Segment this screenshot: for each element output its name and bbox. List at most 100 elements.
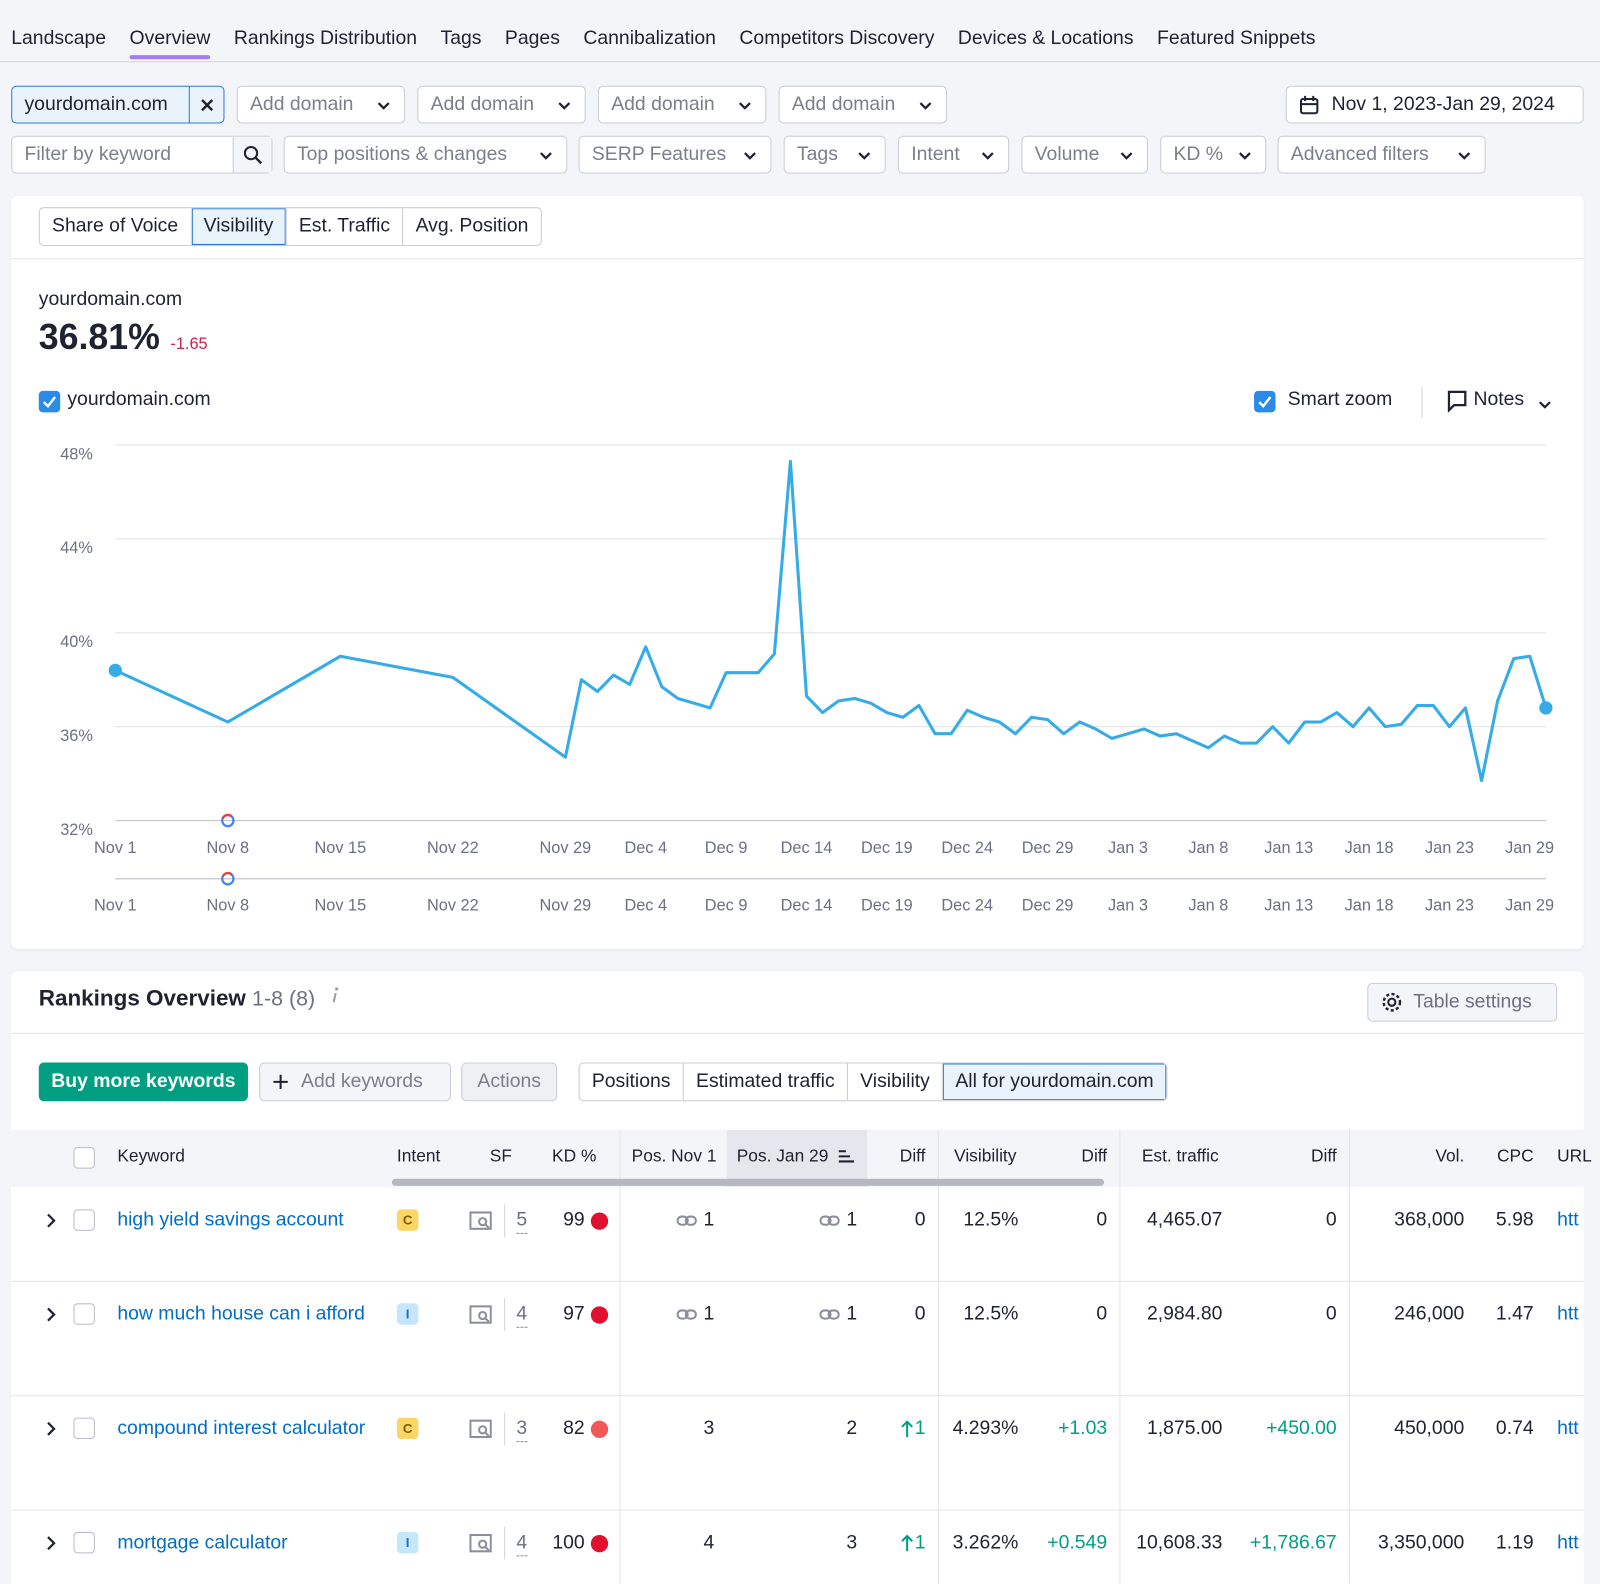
up-arrow xyxy=(900,1534,914,1552)
column-header[interactable]: Est. traffic xyxy=(1142,1146,1219,1166)
view-tab[interactable]: Positions xyxy=(580,1063,684,1100)
sf-separator xyxy=(504,1204,505,1237)
y-tick-label: 32% xyxy=(60,821,93,839)
cell-value: 1 xyxy=(846,1208,857,1232)
kd-dot xyxy=(591,1421,608,1438)
column-header[interactable]: SF xyxy=(490,1146,512,1166)
serp-icon xyxy=(469,1533,491,1553)
view-tab[interactable]: All for yourdomain.com xyxy=(943,1063,1166,1100)
column-header[interactable]: Diff xyxy=(1081,1146,1107,1166)
cell-value: 1 xyxy=(703,1208,714,1232)
view-tab[interactable]: Estimated traffic xyxy=(684,1063,848,1100)
x-tick-label: Jan 3 xyxy=(1108,839,1148,857)
column-header[interactable]: Pos. Nov 1 xyxy=(632,1146,717,1166)
sf-count[interactable]: 5 xyxy=(516,1208,527,1234)
table-settings[interactable]: Table settings xyxy=(1367,983,1557,1022)
navigator-tick-label: Jan 3 xyxy=(1108,896,1148,914)
expand-chevron xyxy=(44,1421,58,1437)
keyword-link[interactable]: compound interest calculator xyxy=(117,1417,372,1441)
column-header[interactable]: Diff xyxy=(1311,1146,1337,1166)
header-checkbox[interactable] xyxy=(73,1147,94,1168)
column-header[interactable]: URL xyxy=(1557,1146,1592,1166)
endpoint-dot xyxy=(1539,701,1552,714)
cell-value: 0 xyxy=(1326,1208,1337,1232)
kd-dot xyxy=(591,1306,608,1323)
sf-separator xyxy=(504,1298,505,1331)
x-tick-label: Dec 14 xyxy=(781,839,833,857)
cell-value: 0.74 xyxy=(1496,1417,1534,1441)
url-link[interactable]: htt xyxy=(1557,1208,1579,1232)
cell-value: 0 xyxy=(915,1208,926,1232)
view-tab[interactable]: Visibility xyxy=(848,1063,943,1100)
navigator-tick-label: Jan 18 xyxy=(1345,896,1394,914)
row-checkbox[interactable] xyxy=(73,1418,94,1439)
expand-chevron xyxy=(44,1212,58,1228)
intent-badge: C xyxy=(397,1209,418,1230)
kd-value: 97 xyxy=(563,1302,585,1326)
cell-value: 4,465.07 xyxy=(1147,1208,1222,1232)
table-settings-text: Table settings xyxy=(1413,991,1532,1013)
cell-value: 1 xyxy=(846,1302,857,1326)
column-header[interactable]: KD % xyxy=(552,1146,596,1166)
button-text: Buy more keywords xyxy=(51,1071,235,1093)
navigator-tick-label: Nov 15 xyxy=(315,896,367,914)
navigator-tick-label: Dec 24 xyxy=(941,896,993,914)
navigator-tick-label: Dec 19 xyxy=(861,896,913,914)
row-checkbox[interactable] xyxy=(73,1532,94,1553)
navigator-tick-label: Jan 23 xyxy=(1425,896,1474,914)
info-icon xyxy=(329,985,341,1005)
column-separator xyxy=(1349,1130,1350,1584)
row-checkbox[interactable] xyxy=(73,1303,94,1324)
cell-value: +450.00 xyxy=(1266,1417,1337,1441)
x-tick-label: Dec 9 xyxy=(705,839,748,857)
view-tabs: PositionsEstimated trafficVisibilityAll … xyxy=(579,1062,1167,1101)
scrollbar[interactable] xyxy=(392,1179,1104,1186)
sf-count[interactable]: 4 xyxy=(516,1531,527,1557)
sf-count[interactable]: 3 xyxy=(516,1417,527,1443)
link-icon xyxy=(677,1211,697,1229)
cell-value: 368,000 xyxy=(1394,1208,1464,1232)
cell-value: 2 xyxy=(846,1417,857,1441)
x-tick-label: Dec 4 xyxy=(624,839,667,857)
rankings-header: Rankings Overview1-8 (8) xyxy=(39,985,342,1012)
column-header[interactable]: Diff xyxy=(900,1146,926,1166)
expand-chevron xyxy=(44,1306,58,1322)
column-header[interactable]: Vol. xyxy=(1435,1146,1464,1166)
keyword-link[interactable]: high yield savings account xyxy=(117,1208,372,1232)
kd-dot xyxy=(591,1535,608,1552)
column-header[interactable]: Visibility xyxy=(954,1146,1016,1166)
cell-value: 3,350,000 xyxy=(1378,1531,1464,1555)
cell-value: +0.549 xyxy=(1047,1531,1107,1555)
button-text: Actions xyxy=(477,1071,541,1093)
card-divider xyxy=(11,1033,1583,1034)
y-tick-label: 48% xyxy=(60,445,93,463)
navigator-tick-label: Jan 29 xyxy=(1505,896,1554,914)
url-link[interactable]: htt xyxy=(1557,1302,1579,1326)
navigator-tick-label: Dec 4 xyxy=(624,896,667,914)
plus-icon xyxy=(272,1074,288,1090)
cell-value: 3.262% xyxy=(953,1531,1019,1555)
url-link[interactable]: htt xyxy=(1557,1417,1579,1441)
intent-badge: C xyxy=(397,1418,418,1439)
column-header[interactable]: CPC xyxy=(1497,1146,1534,1166)
cell-value: 1.19 xyxy=(1496,1531,1534,1555)
actions-button[interactable]: Actions xyxy=(461,1062,557,1101)
sf-separator xyxy=(504,1527,505,1560)
serp-icon xyxy=(469,1304,491,1324)
y-tick-label: 40% xyxy=(60,633,93,651)
keyword-link[interactable]: mortgage calculator xyxy=(117,1531,372,1555)
navigator-tick-label: Nov 22 xyxy=(427,896,479,914)
keyword-link[interactable]: how much house can i afford xyxy=(117,1302,372,1326)
intent-badge: I xyxy=(397,1303,418,1324)
buy-keywords-button[interactable]: Buy more keywords xyxy=(39,1062,248,1101)
serp-icon xyxy=(469,1419,491,1439)
navigator-tick-label: Dec 9 xyxy=(705,896,748,914)
column-header[interactable]: Intent xyxy=(397,1146,440,1166)
add-keywords-button[interactable]: Add keywords xyxy=(259,1062,451,1101)
column-header[interactable]: Keyword xyxy=(117,1146,184,1166)
url-link[interactable]: htt xyxy=(1557,1531,1579,1555)
column-header[interactable]: Pos. Jan 29 xyxy=(737,1146,829,1166)
row-checkbox[interactable] xyxy=(73,1209,94,1230)
sf-count[interactable]: 4 xyxy=(516,1302,527,1328)
